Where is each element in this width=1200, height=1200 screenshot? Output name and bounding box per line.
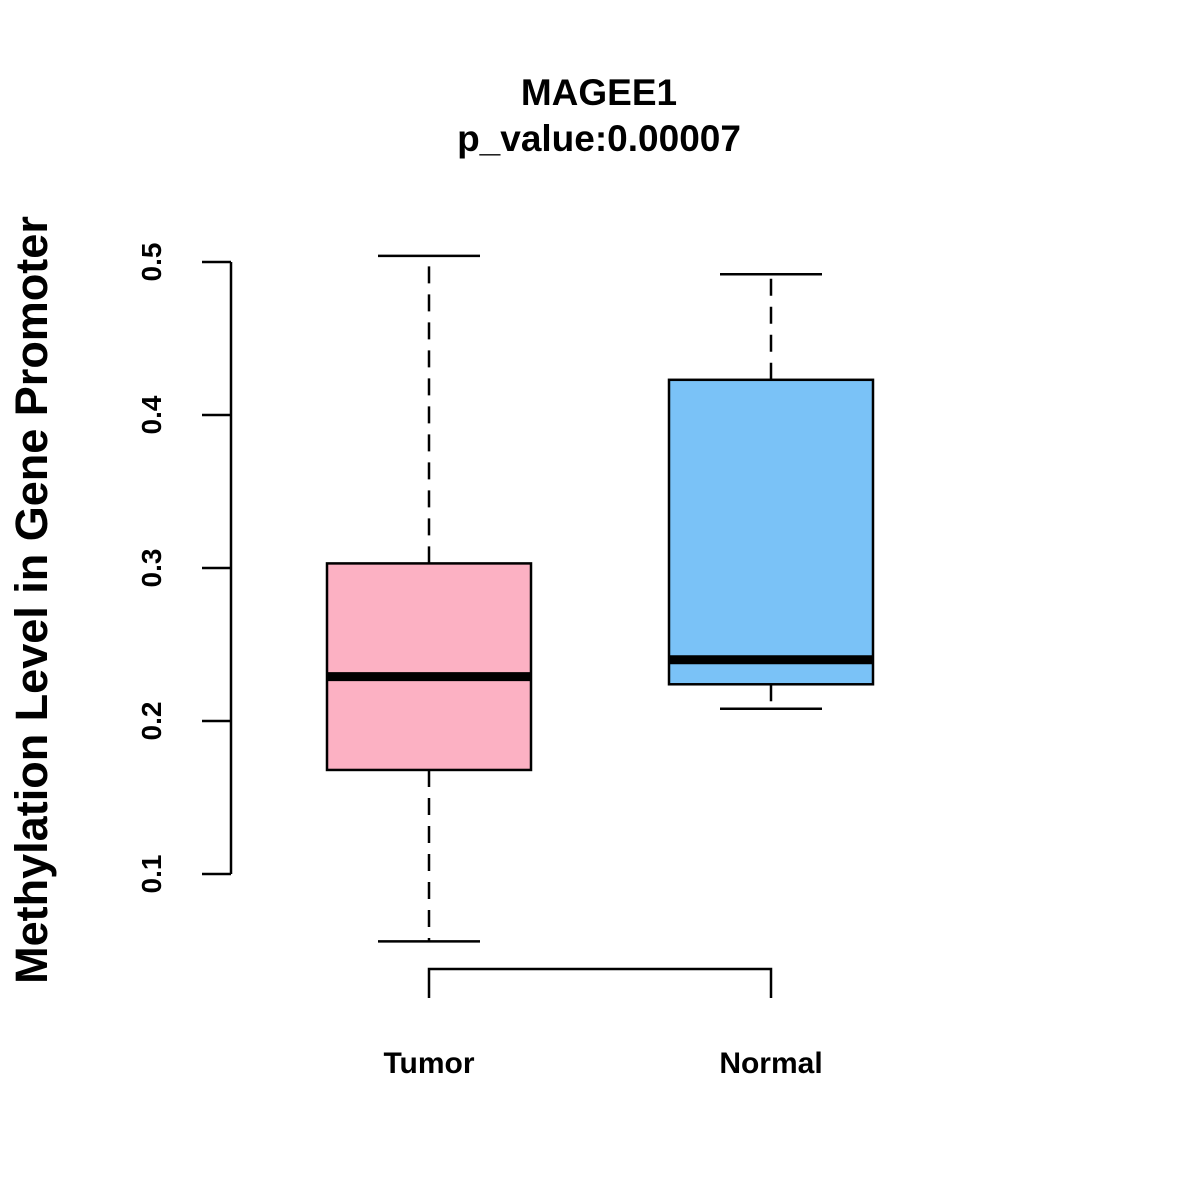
iqr-box xyxy=(667,378,875,686)
y-axis-label: Methylation Level in Gene Promoter xyxy=(6,216,57,984)
y-tick-label: 0.3 xyxy=(136,549,167,588)
y-tick-label: 0.4 xyxy=(136,395,167,434)
significance-bracket xyxy=(427,967,773,998)
y-axis: 0.1 0.2 0.3 0.4 0.5 xyxy=(136,243,233,894)
x-label-tumor: Tumor xyxy=(383,1047,474,1080)
iqr-box xyxy=(325,562,533,772)
bracket-line xyxy=(427,967,773,998)
box-tumor xyxy=(325,254,533,943)
box-normal xyxy=(667,272,875,711)
y-tick-label: 0.2 xyxy=(136,702,167,741)
x-label-normal: Normal xyxy=(719,1047,822,1080)
chart-title: MAGEE1 xyxy=(521,72,677,113)
chart-subtitle: p_value:0.00007 xyxy=(457,118,741,159)
boxes-group xyxy=(325,254,875,943)
y-tick-label: 0.1 xyxy=(136,855,167,894)
y-tick-label: 0.5 xyxy=(136,243,167,282)
x-axis-labels: Tumor Normal xyxy=(383,1047,822,1080)
